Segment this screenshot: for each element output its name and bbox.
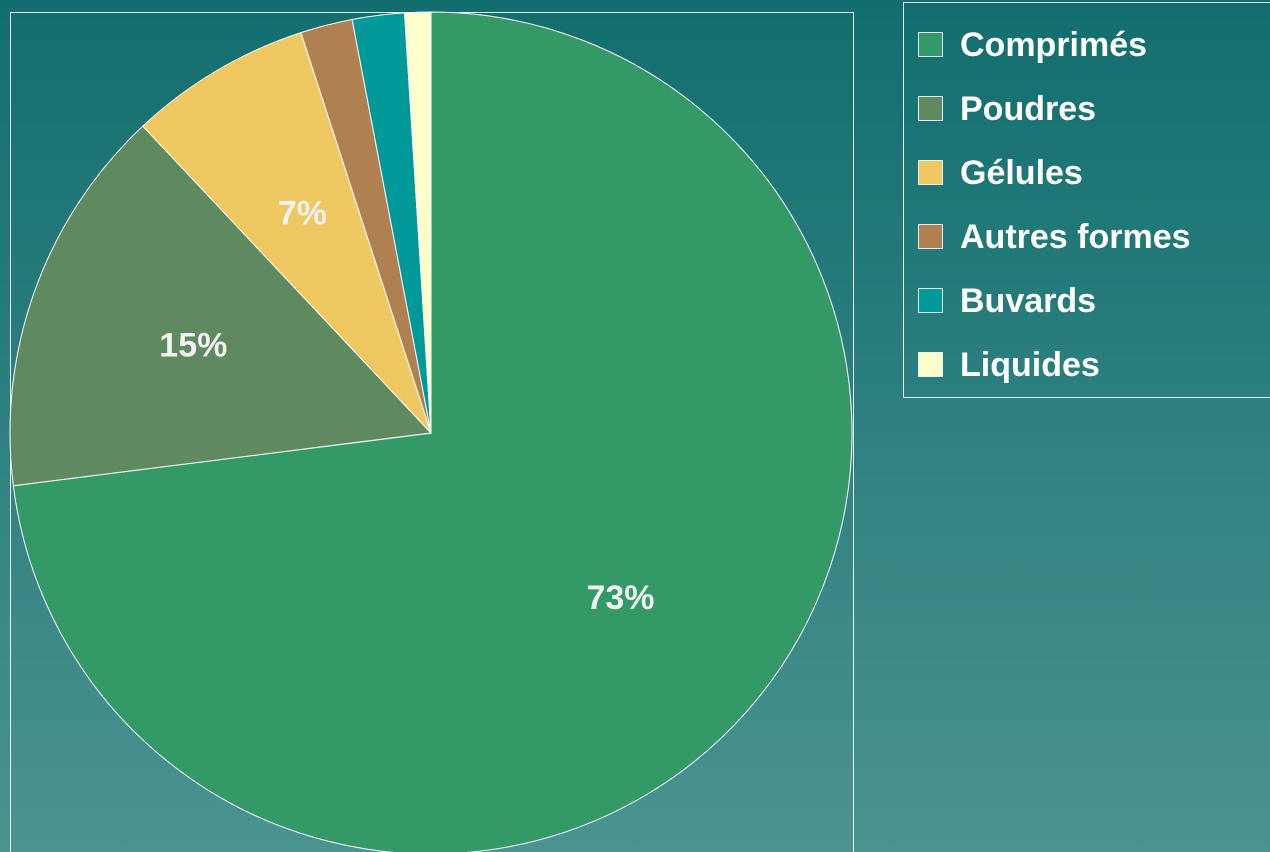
legend-label: Liquides (960, 346, 1100, 384)
legend-swatch (918, 352, 943, 377)
legend-label: Gélules (960, 154, 1083, 192)
legend-swatch (918, 224, 943, 249)
legend-swatch (918, 96, 943, 121)
data-label: 7% (278, 195, 327, 233)
legend-swatch (918, 160, 943, 185)
legend-label: Buvards (960, 282, 1096, 320)
pie-slice (9, 125, 433, 487)
data-label: 73% (586, 579, 654, 617)
pie-slice (404, 11, 432, 434)
legend-label: Autres formes (960, 218, 1191, 256)
pie-slice (12, 11, 853, 852)
legend-label: Poudres (960, 90, 1096, 128)
legend-label: Comprimés (960, 26, 1147, 64)
legend-swatch (918, 288, 943, 313)
legend-frame (903, 2, 1270, 398)
data-label: 15% (159, 326, 227, 364)
pie-slice (142, 31, 432, 434)
legend-swatch (918, 32, 943, 57)
